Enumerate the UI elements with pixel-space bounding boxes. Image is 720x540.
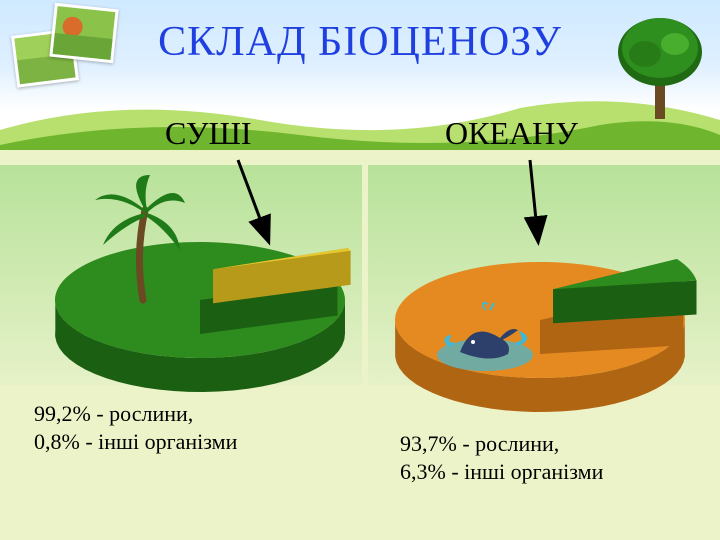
arrow-ocean (520, 150, 548, 255)
pie-ocean (365, 222, 715, 452)
whale-icon (430, 300, 540, 385)
pie-land (25, 202, 375, 432)
subtitle-ocean: ОКЕАНУ (445, 115, 578, 152)
caption-land-line1: 99,2% - рослини, (34, 401, 193, 426)
page-title: СКЛАД БІОЦЕНОЗУ (0, 18, 720, 66)
caption-land: 99,2% - рослини, 0,8% - інші організми (34, 400, 237, 455)
caption-ocean-line1: 93,7% - рослини, (400, 431, 559, 456)
subtitle-land: СУШІ (165, 115, 252, 152)
palm-icon (95, 175, 185, 310)
caption-ocean: 93,7% - рослини, 6,3% - інші організми (400, 430, 603, 485)
caption-land-line2: 0,8% - інші організми (34, 429, 237, 454)
caption-ocean-line2: 6,3% - інші організми (400, 459, 603, 484)
arrow-land (228, 150, 278, 255)
